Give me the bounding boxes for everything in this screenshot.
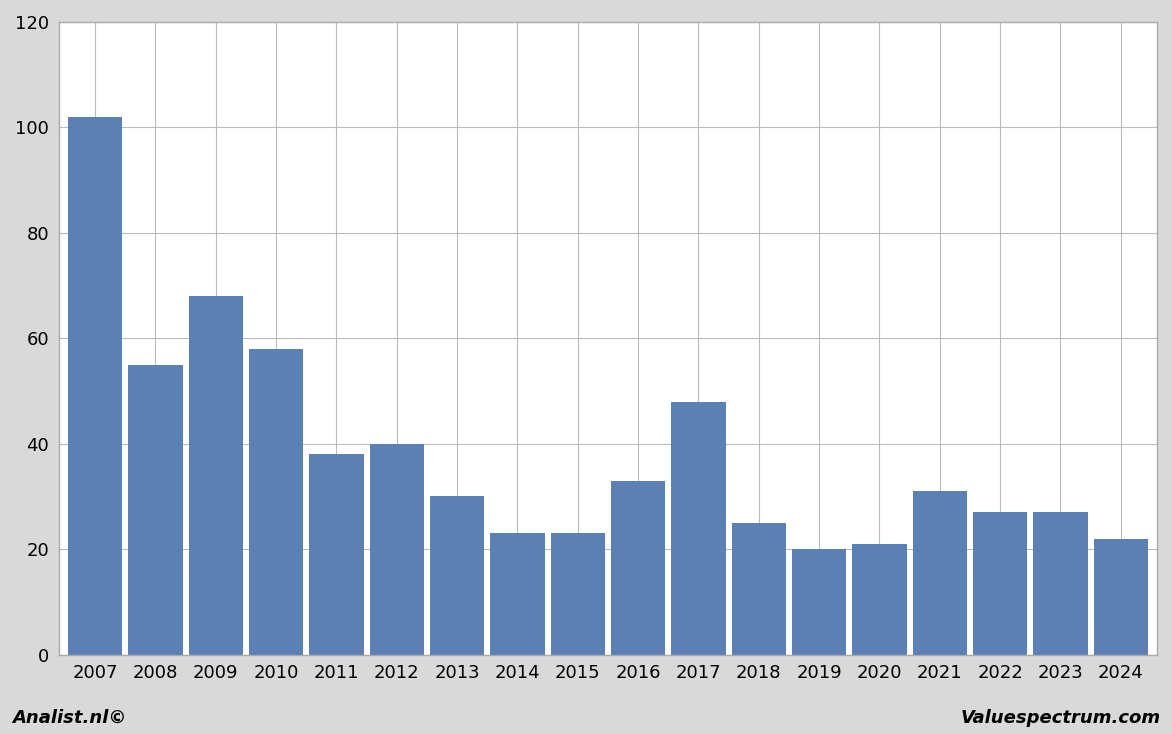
Bar — [792, 549, 846, 655]
Bar — [189, 296, 243, 655]
Bar — [1093, 539, 1147, 655]
Bar — [369, 444, 424, 655]
Text: Valuespectrum.com: Valuespectrum.com — [960, 708, 1160, 727]
Text: Analist.nl©: Analist.nl© — [12, 708, 127, 727]
Bar — [973, 512, 1028, 655]
Bar — [611, 481, 666, 655]
Bar — [248, 349, 304, 655]
Bar — [672, 401, 725, 655]
Bar — [128, 365, 183, 655]
Bar — [731, 523, 786, 655]
Bar — [852, 544, 907, 655]
Bar — [68, 117, 122, 655]
Bar — [309, 454, 363, 655]
Bar — [430, 496, 484, 655]
Bar — [913, 491, 967, 655]
Bar — [551, 534, 605, 655]
Bar — [490, 534, 545, 655]
Bar — [1034, 512, 1088, 655]
